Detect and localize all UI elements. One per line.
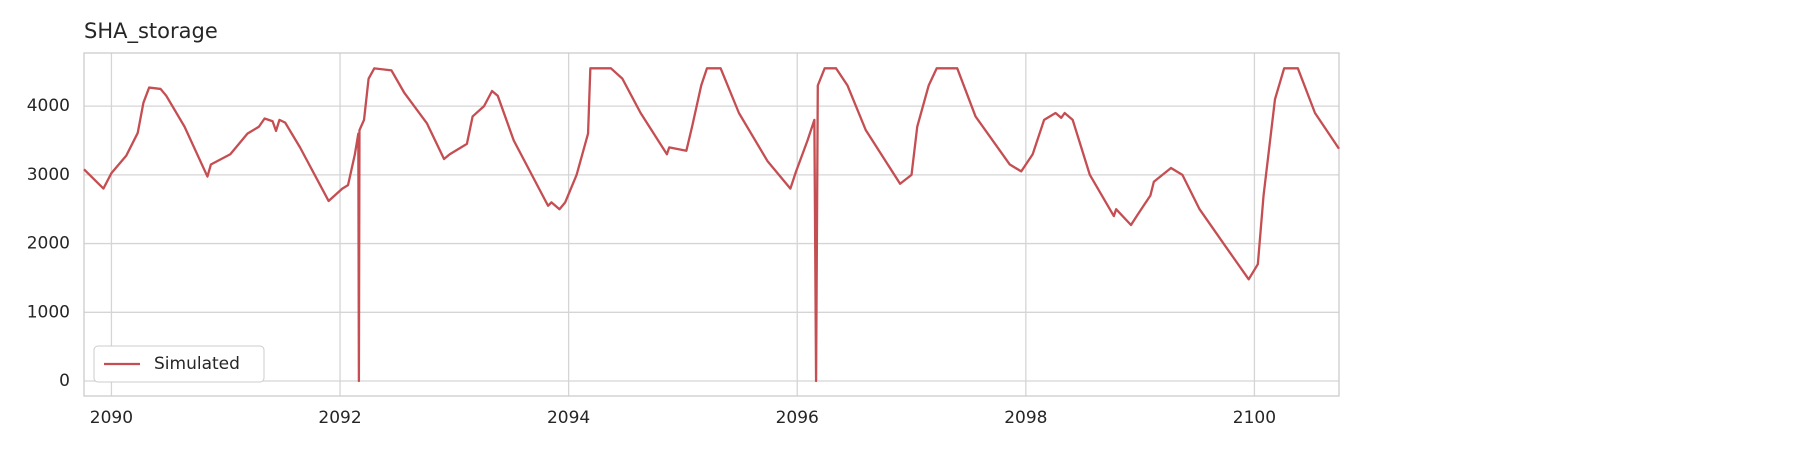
- x-tick-label: 2094: [547, 408, 590, 428]
- chart-title: SHA_storage: [84, 19, 218, 44]
- x-tick-label: 2092: [318, 408, 361, 428]
- y-tick-label: 4000: [27, 96, 70, 116]
- legend-label: Simulated: [154, 354, 240, 374]
- y-tick-label: 3000: [27, 165, 70, 185]
- data-line: [83, 67, 1340, 383]
- x-tick-label: 2090: [90, 408, 133, 428]
- x-tick-label: 2098: [1004, 408, 1047, 428]
- plot-frame: [83, 52, 1340, 397]
- y-tick-label: 0: [59, 371, 70, 391]
- x-tick-label: 2100: [1233, 408, 1276, 428]
- y-tick-label: 1000: [27, 302, 70, 322]
- y-tick-label: 2000: [27, 234, 70, 254]
- x-tick-label: 2096: [776, 408, 819, 428]
- legend-box: [93, 345, 265, 383]
